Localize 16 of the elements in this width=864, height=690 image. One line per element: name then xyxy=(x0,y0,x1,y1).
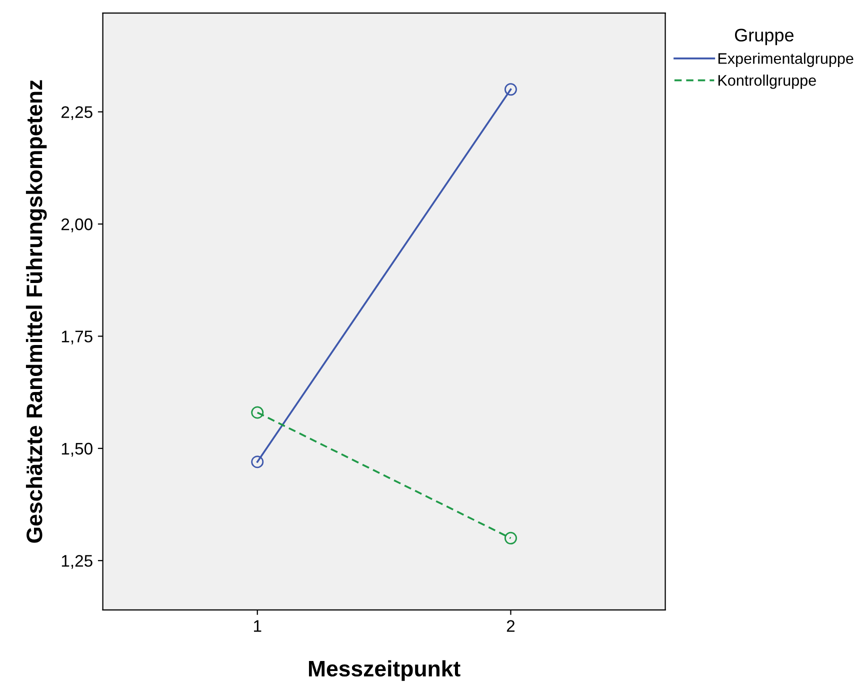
y-tick-label: 2,25 xyxy=(61,106,92,120)
y-tick-label: 1,75 xyxy=(62,330,92,344)
y-tick-label: 1,50 xyxy=(62,442,92,457)
y-tick-label: 1,25 xyxy=(62,554,92,569)
legend-title: Gruppe xyxy=(734,28,794,46)
point xyxy=(504,83,517,96)
point xyxy=(251,406,264,419)
x-tick-label: 1 xyxy=(254,620,262,632)
legend-label: Kontrollgruppe xyxy=(718,74,816,89)
point xyxy=(251,456,264,468)
y-axis-title: Geschätzte Randmittel Führungskompetenz xyxy=(26,80,47,543)
legend-label: Experimentalgruppe xyxy=(718,52,854,67)
point xyxy=(504,532,517,544)
x-axis-title: Messzeitpunkt xyxy=(308,660,460,681)
x-tick-label: 2 xyxy=(506,620,515,632)
y-tick-label: 2,00 xyxy=(61,218,92,232)
